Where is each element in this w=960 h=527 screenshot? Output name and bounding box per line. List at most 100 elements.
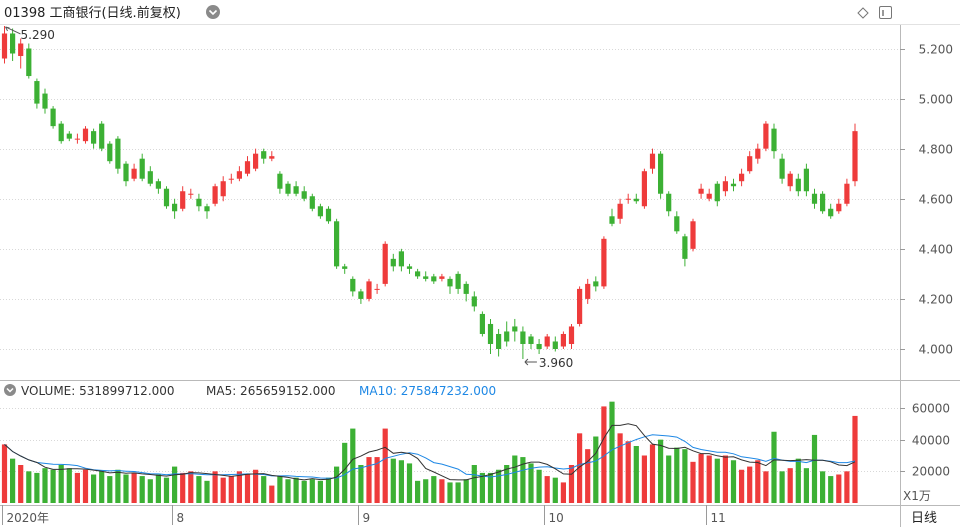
candle-body bbox=[293, 186, 299, 194]
price-tick-label: 4.800 bbox=[919, 143, 953, 157]
candle-body bbox=[269, 156, 275, 159]
volume-bar bbox=[42, 468, 48, 503]
candle-body bbox=[309, 196, 315, 209]
candle-body bbox=[147, 171, 153, 184]
volume-bar bbox=[755, 460, 761, 503]
chevron-down-circle-icon[interactable] bbox=[4, 384, 16, 396]
candle-body bbox=[431, 276, 437, 282]
volume-bar bbox=[690, 461, 696, 503]
candle-body bbox=[844, 183, 850, 204]
candle-body bbox=[609, 216, 615, 224]
volume-bar bbox=[374, 457, 380, 503]
volume-bar bbox=[601, 406, 607, 503]
candle-body bbox=[828, 208, 834, 217]
candle-body bbox=[568, 326, 575, 344]
candle-body bbox=[261, 151, 267, 159]
volume-bar bbox=[431, 476, 437, 503]
volume-bar bbox=[350, 428, 356, 503]
candle-body bbox=[212, 186, 218, 204]
volume-bar bbox=[674, 447, 680, 503]
volume-bar bbox=[771, 431, 777, 503]
volume-bar bbox=[585, 449, 591, 503]
volume-bar bbox=[479, 472, 485, 503]
candle-body bbox=[544, 336, 550, 347]
volume-bar bbox=[358, 465, 364, 503]
arrow-left-icon bbox=[5, 26, 21, 35]
candle-body bbox=[10, 33, 16, 54]
candle-body bbox=[795, 178, 801, 192]
volume-bar bbox=[244, 474, 251, 503]
chevron-down-icon[interactable] bbox=[208, 9, 218, 16]
period-label[interactable]: 日线 bbox=[911, 511, 937, 526]
volume-bar bbox=[66, 468, 72, 503]
volume-tick-label: 60000 bbox=[912, 402, 950, 416]
volume-bar bbox=[415, 480, 421, 503]
volume-bar bbox=[544, 476, 550, 503]
volume-bar bbox=[423, 479, 429, 503]
ma5-line bbox=[4, 423, 856, 481]
candle-body bbox=[479, 313, 485, 334]
candle-body bbox=[301, 191, 307, 199]
volume-bar bbox=[220, 477, 226, 503]
candle-body bbox=[593, 281, 599, 287]
volume-bar bbox=[334, 466, 340, 503]
candle-body bbox=[188, 193, 194, 195]
window-icon[interactable] bbox=[879, 6, 892, 19]
candle-body bbox=[617, 203, 623, 219]
candle-body bbox=[552, 341, 558, 349]
candle-body bbox=[722, 181, 728, 192]
volume-bar bbox=[714, 458, 720, 503]
volume-bar bbox=[10, 458, 16, 503]
candle-body bbox=[747, 156, 753, 172]
volume-bar bbox=[820, 471, 826, 503]
candle-body bbox=[439, 276, 445, 279]
candle-body bbox=[277, 173, 283, 189]
volume-bar bbox=[107, 476, 113, 503]
volume-bar bbox=[471, 465, 477, 503]
volume-bar bbox=[487, 472, 494, 503]
diamond-icon[interactable] bbox=[857, 7, 869, 19]
candle-body bbox=[1, 33, 8, 59]
candle-body bbox=[228, 178, 234, 180]
low-price-label: 3.960 bbox=[539, 356, 573, 370]
chevron-down-circle-icon[interactable] bbox=[206, 5, 220, 19]
volume-bar bbox=[406, 463, 413, 503]
volume-bar bbox=[649, 444, 656, 503]
volume-bar bbox=[593, 436, 599, 503]
date-label: 9 bbox=[363, 511, 371, 525]
volume-bar bbox=[698, 453, 704, 503]
candle-body bbox=[690, 221, 696, 249]
candle-body bbox=[317, 206, 323, 217]
candle-body bbox=[366, 281, 372, 299]
candle-body bbox=[350, 278, 356, 292]
volume-bar bbox=[666, 455, 672, 503]
candle-body bbox=[253, 153, 259, 169]
candle-body bbox=[852, 131, 858, 182]
volume-tick-label: 20000 bbox=[912, 465, 950, 479]
ma5-value-label: MA5: 265659152.000 bbox=[206, 384, 336, 398]
volume-header-bg bbox=[0, 381, 900, 398]
price-tick-label: 4.000 bbox=[919, 343, 953, 357]
volume-bar bbox=[577, 433, 583, 503]
price-tick-label: 4.600 bbox=[919, 193, 953, 207]
candle-body bbox=[504, 331, 510, 342]
volume-bar bbox=[811, 434, 818, 503]
volume-bar bbox=[180, 472, 186, 503]
candle-body bbox=[390, 258, 396, 267]
candle-body bbox=[836, 203, 842, 212]
candle-body bbox=[803, 168, 809, 192]
candle-body bbox=[115, 138, 121, 169]
volume-bar bbox=[836, 474, 842, 503]
volume-bar bbox=[236, 471, 242, 503]
date-label: 11 bbox=[711, 511, 726, 525]
volume-bar bbox=[439, 479, 445, 503]
date-label: 8 bbox=[177, 511, 185, 525]
chevron-down-icon[interactable] bbox=[6, 387, 14, 393]
candle-body bbox=[755, 148, 761, 159]
candle-body bbox=[180, 191, 186, 209]
volume-tick-label: 40000 bbox=[912, 434, 950, 448]
candle-body bbox=[236, 171, 242, 179]
volume-bar bbox=[228, 476, 234, 503]
volume-bar bbox=[212, 471, 218, 503]
